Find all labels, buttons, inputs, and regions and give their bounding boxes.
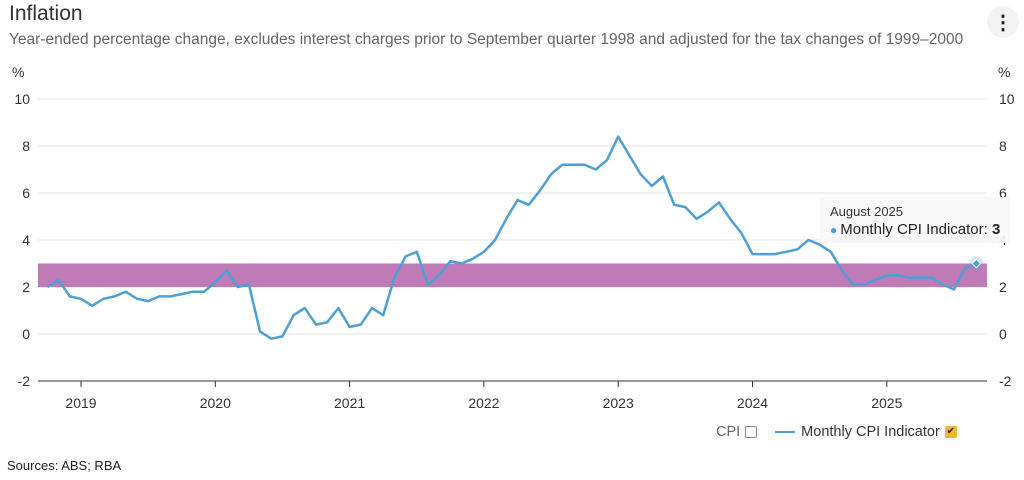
y-tick-label-left: 0 xyxy=(22,326,30,342)
x-tick-label: 2019 xyxy=(65,395,96,411)
y-tick-label-left: 2 xyxy=(22,279,30,295)
y-tick-label-left: 8 xyxy=(22,138,30,154)
chart-area: % % -2-200224466881010201920202021202220… xyxy=(12,64,1015,411)
tooltip-value: 3 xyxy=(991,221,1001,238)
legend-label-cpi: CPI xyxy=(716,424,741,440)
x-tick-label: 2022 xyxy=(468,395,499,411)
chart-subtitle: Year-ended percentage change, excludes i… xyxy=(9,31,964,48)
y-tick-label-right: 6 xyxy=(999,185,1007,201)
tooltip: August 2025 ● Monthly CPI Indicator: 3 xyxy=(820,197,1010,243)
legend-label-monthly-cpi: Monthly CPI Indicator xyxy=(801,424,940,440)
tooltip-date: August 2025 xyxy=(830,204,904,219)
x-tick-label: 2020 xyxy=(200,395,231,411)
tooltip-series: Monthly CPI Indicator: xyxy=(840,221,992,238)
x-tick-label: 2024 xyxy=(737,395,768,411)
y-tick-label-left: 4 xyxy=(22,232,30,248)
y-tick-label-right: 2 xyxy=(999,279,1007,295)
legend-item-monthly-cpi[interactable]: Monthly CPI Indicator ✔ xyxy=(775,424,957,440)
series-dot-icon: ● xyxy=(830,223,838,237)
y-tick-label-right: 8 xyxy=(999,138,1007,154)
y-tick-label-left: 6 xyxy=(22,185,30,201)
series-line-monthly-cpi[interactable] xyxy=(46,135,977,340)
y-tick-label-right: 0 xyxy=(999,326,1007,342)
target-band xyxy=(38,263,987,287)
checkbox-checked-icon[interactable]: ✔ xyxy=(944,426,957,438)
y-tick-label-right: 10 xyxy=(999,91,1015,107)
y-unit-left: % xyxy=(12,64,24,80)
y-tick-label-right: -2 xyxy=(999,373,1012,389)
line-swatch-icon xyxy=(775,431,796,433)
kebab-menu-icon[interactable]: ⋮ xyxy=(987,6,1019,38)
y-tick-label-left: -2 xyxy=(18,373,31,389)
x-tick-label: 2023 xyxy=(603,395,634,411)
legend: CPI Monthly CPI Indicator ✔ xyxy=(716,424,957,440)
chart-title: Inflation xyxy=(9,2,83,25)
legend-item-cpi[interactable]: CPI xyxy=(716,424,758,440)
y-tick-label-left: 10 xyxy=(14,91,30,107)
checkbox-unchecked-icon[interactable] xyxy=(745,426,758,438)
y-unit-right: % xyxy=(998,64,1010,80)
x-tick-label: 2025 xyxy=(871,395,902,411)
hover-marker xyxy=(971,258,982,269)
sources-note: Sources: ABS; RBA xyxy=(7,458,122,473)
x-tick-label: 2021 xyxy=(334,395,365,411)
